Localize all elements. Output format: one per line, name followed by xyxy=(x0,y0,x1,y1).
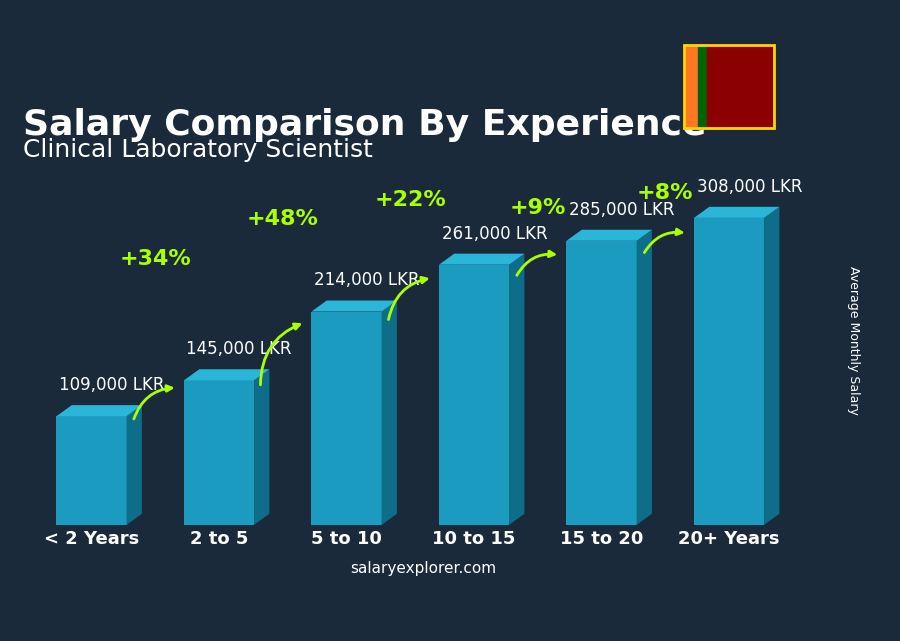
Text: 214,000 LKR: 214,000 LKR xyxy=(314,271,419,290)
Text: 145,000 LKR: 145,000 LKR xyxy=(186,340,292,358)
Text: 109,000 LKR: 109,000 LKR xyxy=(59,376,165,394)
Text: salaryexplorer.com: salaryexplorer.com xyxy=(350,562,496,576)
Polygon shape xyxy=(509,254,525,525)
Polygon shape xyxy=(694,218,764,525)
Text: 261,000 LKR: 261,000 LKR xyxy=(442,224,547,242)
Polygon shape xyxy=(57,416,127,525)
Bar xyxy=(684,45,698,128)
Bar xyxy=(706,45,774,128)
Text: Clinical Laboratory Scientist: Clinical Laboratory Scientist xyxy=(23,138,373,162)
Text: +34%: +34% xyxy=(120,249,191,269)
Polygon shape xyxy=(382,301,397,525)
Bar xyxy=(698,45,706,128)
Text: 308,000 LKR: 308,000 LKR xyxy=(697,178,802,196)
Polygon shape xyxy=(439,265,509,525)
Polygon shape xyxy=(254,369,269,525)
Text: Salary Comparison By Experience: Salary Comparison By Experience xyxy=(23,108,706,142)
Polygon shape xyxy=(127,405,142,525)
Text: +8%: +8% xyxy=(637,183,694,203)
Polygon shape xyxy=(57,405,142,416)
Polygon shape xyxy=(311,301,397,312)
Polygon shape xyxy=(311,312,382,525)
Text: +22%: +22% xyxy=(374,190,446,210)
Polygon shape xyxy=(439,254,525,265)
Polygon shape xyxy=(184,380,254,525)
Text: 285,000 LKR: 285,000 LKR xyxy=(569,201,674,219)
Text: +48%: +48% xyxy=(247,209,319,229)
Text: Average Monthly Salary: Average Monthly Salary xyxy=(848,266,860,415)
Polygon shape xyxy=(184,369,269,380)
Polygon shape xyxy=(636,229,652,525)
Text: +9%: +9% xyxy=(509,197,566,218)
Polygon shape xyxy=(764,207,779,525)
Polygon shape xyxy=(694,207,779,218)
Polygon shape xyxy=(566,241,636,525)
Polygon shape xyxy=(566,229,652,241)
